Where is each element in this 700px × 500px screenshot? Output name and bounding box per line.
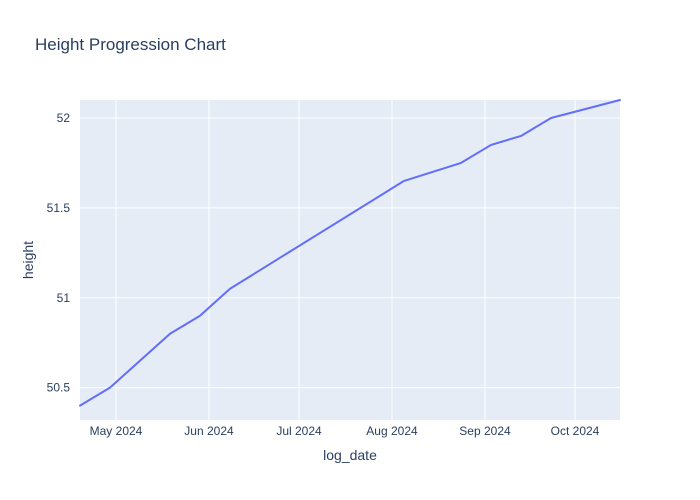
- y-axis-ticks: 50.5 51 51.5 52: [47, 111, 71, 395]
- series-layer: [79, 99, 621, 407]
- y-tick-label: 51: [57, 291, 71, 305]
- grid-lines: [80, 100, 620, 420]
- x-tick-label: Jul 2024: [276, 424, 322, 438]
- x-axis-title: log_date: [323, 447, 377, 463]
- x-axis-ticks: May 2024 Jun 2024 Jul 2024 Aug 2024 Sep 2024…: [90, 424, 600, 438]
- chart-title: Height Progression Chart: [35, 35, 226, 54]
- y-tick-label: 50.5: [47, 381, 71, 395]
- plot-area: [80, 100, 620, 420]
- x-tick-label: Jun 2024: [184, 424, 234, 438]
- y-tick-label: 51.5: [47, 201, 71, 215]
- x-tick-label: May 2024: [90, 424, 143, 438]
- y-axis-title: height: [20, 241, 36, 279]
- x-tick-label: Oct 2024: [551, 424, 600, 438]
- x-tick-label: Sep 2024: [459, 424, 511, 438]
- y-tick-label: 52: [57, 111, 71, 125]
- series-line: [79, 99, 621, 407]
- x-tick-label: Aug 2024: [366, 424, 418, 438]
